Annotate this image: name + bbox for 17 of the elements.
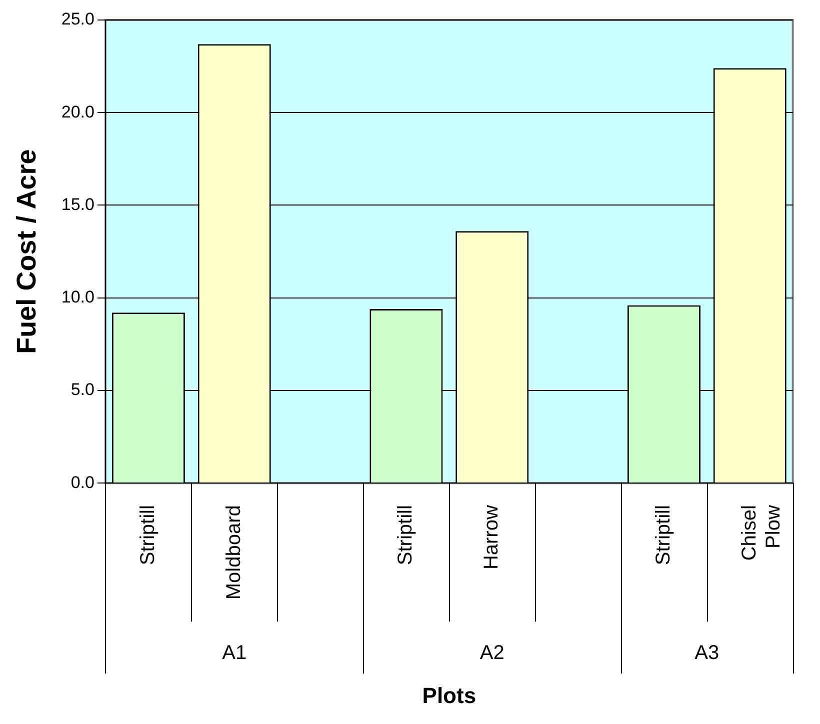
text: A1 <box>222 642 247 664</box>
y-tick-label: 20.0 <box>61 102 94 122</box>
text: A3 <box>694 642 720 664</box>
text: A2 <box>480 642 504 664</box>
y-tick-label: 5.0 <box>70 380 94 400</box>
x-tick-label: Striptill <box>394 505 417 566</box>
y-tick-label: 0.0 <box>70 472 94 492</box>
x-tick-label: Striptill <box>652 505 674 566</box>
x-tick-label: Harrow <box>480 504 503 570</box>
y-tick-label: 15.0 <box>61 194 94 214</box>
y-axis-title: Fuel Cost / Acre <box>12 149 42 354</box>
x-axis-title: Plots <box>422 682 476 708</box>
y-tick-label: 10.0 <box>61 288 94 307</box>
x-tick-label: Moldboard <box>222 505 245 600</box>
x-tick-label: Striptill <box>136 505 159 566</box>
y-tick-label: 25.0 <box>61 10 94 29</box>
x-tick-label: Chisel Plow <box>738 504 784 561</box>
